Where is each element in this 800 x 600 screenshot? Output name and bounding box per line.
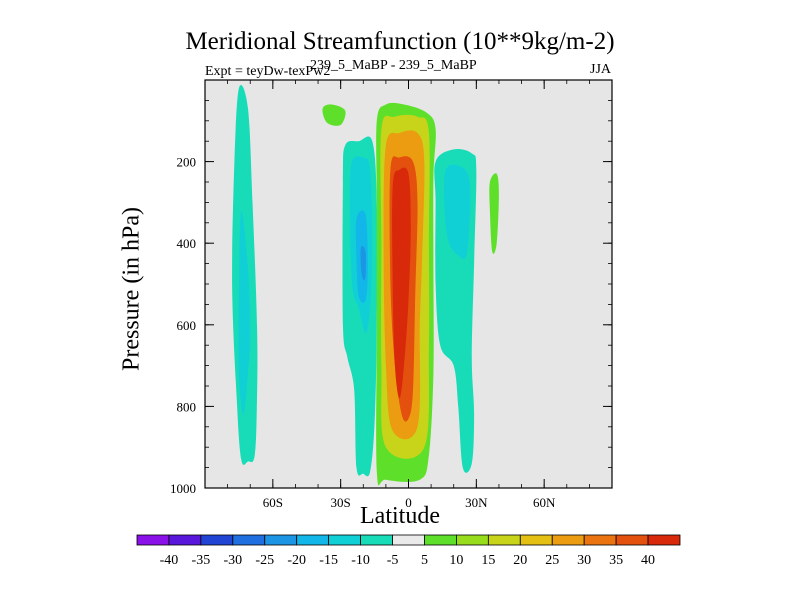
colorbar-box-8 [392,534,425,546]
colorbar-label: -10 [351,553,370,568]
colorbar-label: -30 [223,553,242,568]
y-tick-label: 200 [177,155,197,170]
y-tick-label: 1000 [170,481,196,496]
colorbar-label: 30 [577,553,591,568]
season-label: JJA [590,62,612,77]
colorbar-label: 5 [421,553,428,568]
colorbar-box-7 [360,534,393,546]
colorbar-label: 10 [449,553,463,568]
colorbar-label: 15 [481,553,495,568]
colorbar-label: -20 [287,553,306,568]
x-tick-label: 0 [405,495,412,510]
x-axis-label: Latitude [360,503,440,529]
colorbar: -40 -35 -30 -25 -20 -15 -10 -5 5 10 15 20 25 30 35 40 [136,534,681,568]
colorbar-label: 20 [513,553,527,568]
colorbar-label: 40 [641,553,655,568]
contour-layer [232,84,499,486]
colorbar-box-2 [200,534,234,546]
contour-region-10 [392,167,411,399]
colorbar-box-14 [583,534,617,546]
y-tick-label: 600 [177,318,197,333]
colorbar-label: 25 [545,553,559,568]
colorbar-label: -5 [387,553,399,568]
colorbar-box-4 [264,534,298,546]
colorbar-box-16 [647,534,681,546]
x-tick-label: 30S [331,495,351,510]
colorbar-label: -15 [319,553,338,568]
contour-region-11 [322,104,346,126]
contour-region-5 [360,246,366,281]
contour-region-13 [443,164,471,260]
center-label: 239_5_MaBP - 239_5_MaBP [310,58,477,73]
colorbar-box-1 [168,534,202,546]
colorbar-box-11 [487,534,521,546]
y-tick-label: 800 [177,399,197,414]
chart-title: Meridional Streamfunction (10**9kg/m-2) [185,28,615,55]
contour-region-1 [238,210,251,415]
colorbar-box-9 [424,534,457,546]
colorbar-box-0 [136,534,170,546]
colorbar-label: -25 [255,553,274,568]
contour-region-14 [489,173,499,254]
colorbar-box-10 [456,534,489,546]
x-tick-label: 60S [263,495,283,510]
axis-layer: 60S 30S 0 30N 60N 200 400 600 800 1000 [170,80,613,510]
y-tick-label: 400 [177,236,197,251]
experiment-label: Expt = teyDw-texPw2 [205,64,331,79]
colorbar-label: 35 [609,553,623,568]
colorbar-box-5 [296,534,330,546]
x-tick-label: 30N [465,495,488,510]
x-tick-label: 60N [533,495,556,510]
colorbar-box-15 [615,534,649,546]
colorbar-label: -35 [192,553,211,568]
colorbar-label: -40 [160,553,179,568]
colorbar-box-3 [232,534,266,546]
colorbar-box-6 [328,534,361,546]
colorbar-box-13 [551,534,585,546]
colorbar-box-12 [519,534,553,546]
